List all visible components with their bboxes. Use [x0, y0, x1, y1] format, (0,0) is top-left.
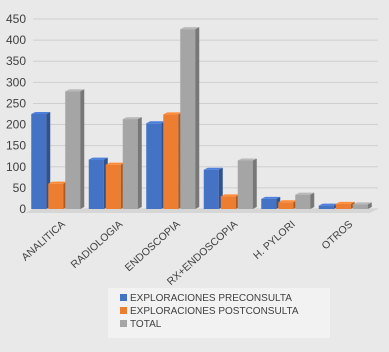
bar — [163, 112, 183, 209]
y-tick-label: 250 — [6, 96, 26, 110]
bar — [31, 112, 51, 209]
y-axis: 0 50 100 150 200 250 300 350 400 450 — [6, 12, 26, 216]
bar — [220, 194, 240, 209]
bar — [318, 203, 338, 209]
bar — [146, 121, 166, 209]
bar — [122, 117, 142, 209]
legend-box — [108, 288, 330, 338]
bar — [88, 157, 108, 209]
legend-swatch — [120, 320, 127, 327]
bar — [295, 192, 315, 209]
bar — [352, 202, 372, 209]
legend-label: EXPLORACIONES PRECONSULTA — [130, 293, 292, 304]
bar — [278, 200, 298, 209]
legend: EXPLORACIONES PRECONSULTA EXPLORACIONES P… — [108, 288, 330, 338]
y-tick-label: 100 — [6, 160, 26, 174]
chart-floor — [25, 209, 378, 213]
y-tick-label: 150 — [6, 139, 26, 153]
legend-label: EXPLORACIONES POSTCONSULTA — [130, 306, 299, 317]
y-tick-label: 0 — [19, 202, 26, 216]
legend-swatch — [120, 294, 127, 301]
bar — [237, 158, 257, 209]
y-tick-label: 50 — [13, 181, 27, 195]
y-tick-label: 200 — [6, 118, 26, 132]
bar — [105, 162, 125, 209]
bar — [48, 181, 68, 209]
bar — [335, 201, 355, 209]
y-tick-label: 450 — [6, 12, 26, 26]
y-tick-label: 300 — [6, 75, 26, 89]
bar — [65, 89, 85, 209]
bar — [203, 167, 223, 209]
bars — [31, 27, 372, 210]
bar — [261, 196, 281, 209]
legend-swatch — [120, 307, 127, 314]
y-tick-label: 400 — [6, 33, 26, 47]
y-tick-label: 350 — [6, 54, 26, 68]
bar — [180, 27, 200, 210]
legend-label: TOTAL — [130, 319, 162, 330]
